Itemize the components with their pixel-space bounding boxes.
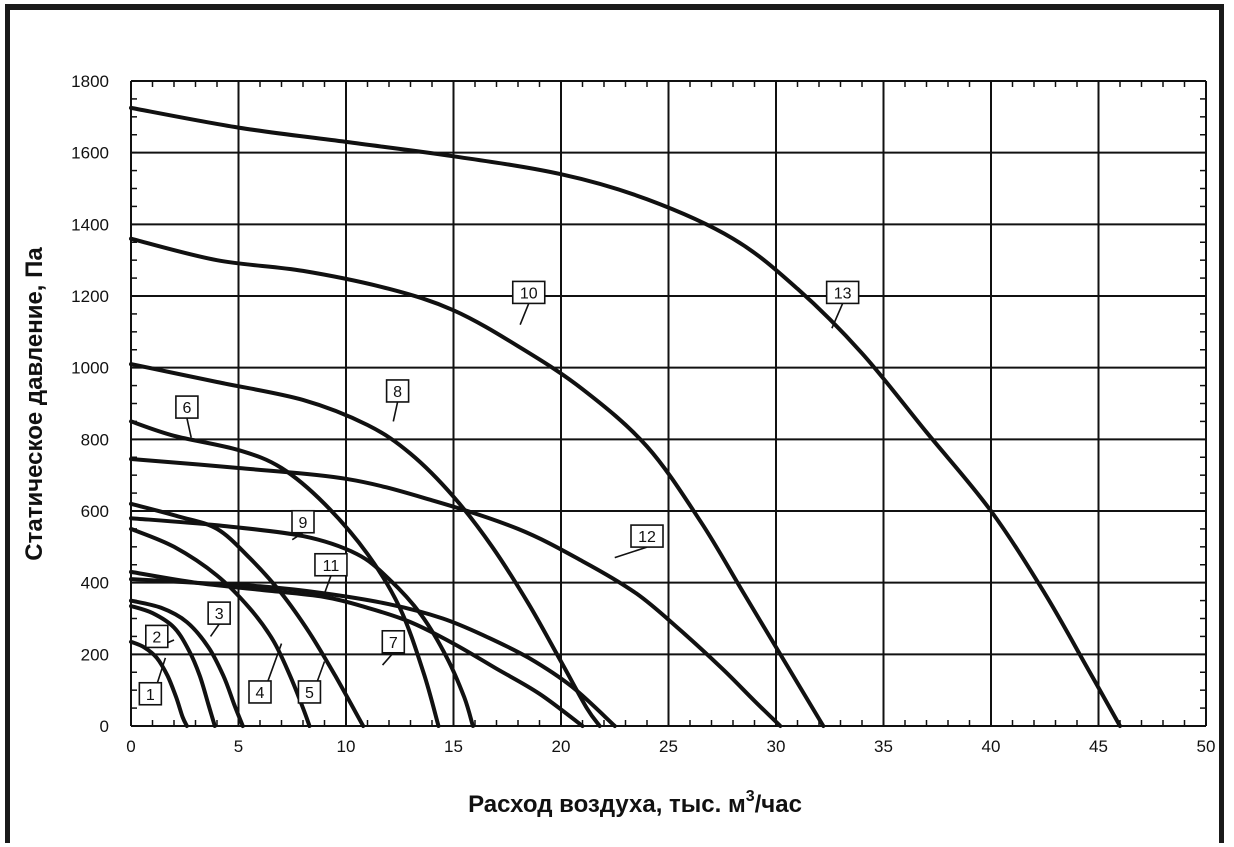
curve-10 <box>129 236 826 728</box>
x-axis-title: Расход воздуха, тыс. м3/час <box>468 788 802 818</box>
curve-label-text: 1 <box>146 687 155 704</box>
curve-label-leader <box>186 417 192 438</box>
curve-label-box <box>825 280 860 305</box>
curve-6 <box>129 419 441 728</box>
curve-label-leader <box>614 546 648 559</box>
curve-5 <box>129 501 366 728</box>
curve-label-2: 2 <box>145 624 175 649</box>
curve-label-text: 6 <box>182 400 191 417</box>
curve-label-leader <box>323 575 332 594</box>
curve-label-box <box>145 624 169 649</box>
curve-label-box <box>381 629 406 654</box>
curve-label-8: 8 <box>385 379 410 422</box>
curve-label-10: 10 <box>511 280 546 325</box>
curve-label-11: 11 <box>314 552 348 594</box>
curve-label-text: 8 <box>393 384 402 401</box>
curve-label-leader <box>831 303 844 329</box>
curve-label-leader <box>392 401 399 422</box>
x-tick-label: 15 <box>444 737 463 756</box>
curve-9 <box>129 516 475 728</box>
curve-label-7: 7 <box>381 629 406 666</box>
curve-label-3: 3 <box>207 601 231 637</box>
curve-label-box <box>248 680 272 704</box>
curve-label-box <box>138 681 163 706</box>
y-tick-label: 0 <box>100 717 109 736</box>
curve-label-4: 4 <box>248 643 283 704</box>
x-tick-label: 0 <box>126 737 135 756</box>
x-tick-label: 10 <box>337 737 356 756</box>
curve-label-leader <box>381 652 394 666</box>
curve-label-box <box>314 552 348 577</box>
axis-layer: 0 5 10 15 20 25 30 35 40 45 5002004006008001000120… <box>71 72 1215 756</box>
x-tick-label: 45 <box>1089 737 1108 756</box>
x-tick-label: 40 <box>982 737 1001 756</box>
curve-layer <box>129 105 1122 728</box>
curve-3 <box>129 598 245 728</box>
y-tick-label: 1600 <box>71 144 109 163</box>
curve-4 <box>129 526 312 728</box>
curve-label-text: 13 <box>834 285 852 302</box>
curve-label-box <box>630 524 664 548</box>
y-tick-label: 400 <box>81 574 109 593</box>
curve-label-text: 3 <box>215 606 224 623</box>
curve-label-box <box>297 680 322 704</box>
y-tick-label: 600 <box>81 502 109 521</box>
y-axis-title: Статическое давление, Па <box>21 247 48 561</box>
curve-label-text: 11 <box>323 558 340 575</box>
curve-label-5: 5 <box>297 661 326 704</box>
curve-label-box <box>207 601 231 625</box>
curve-label-text: 5 <box>305 685 314 702</box>
y-tick-label: 1000 <box>71 359 109 378</box>
x-tick-label: 5 <box>234 737 243 756</box>
curve-label-text: 7 <box>389 635 398 652</box>
x-tick-label: 50 <box>1197 737 1216 756</box>
curve-label-text: 4 <box>256 685 265 702</box>
curve-label-leader <box>209 623 220 637</box>
curve-label-text: 12 <box>638 529 656 546</box>
curve-1 <box>129 639 189 728</box>
x-tick-label: 30 <box>767 737 786 756</box>
curve-label-box <box>175 395 199 419</box>
curve-13 <box>129 105 1122 728</box>
curve-label-leader <box>519 303 530 325</box>
x-tick-label: 35 <box>874 737 893 756</box>
chart-frame <box>5 4 1224 843</box>
y-tick-label: 1200 <box>71 287 109 306</box>
curve-label-box <box>511 280 546 305</box>
curve-label-text: 10 <box>520 285 538 302</box>
curve-label-9: 9 <box>291 509 315 541</box>
y-tick-label: 200 <box>81 645 109 664</box>
curve-label-box <box>291 509 315 534</box>
grid-layer <box>130 80 1207 727</box>
curve-label-12: 12 <box>614 524 664 559</box>
curve-8 <box>129 362 602 728</box>
y-tick-label: 1800 <box>71 72 109 91</box>
x-tick-label: 25 <box>659 737 678 756</box>
curve-label-1: 1 <box>138 657 167 706</box>
curve-label-13: 13 <box>825 280 860 329</box>
y-tick-label: 800 <box>81 430 109 449</box>
curve-2 <box>129 604 217 728</box>
curve-label-leader <box>291 532 304 541</box>
curve-label-text: 2 <box>152 629 161 646</box>
curve-label-text: 9 <box>299 515 308 532</box>
curve-12 <box>129 457 783 728</box>
curve-11 <box>129 577 617 728</box>
curve-label-6: 6 <box>175 395 199 438</box>
y-tick-label: 1400 <box>71 215 109 234</box>
x-tick-label: 20 <box>552 737 571 756</box>
curve-label-box <box>385 379 410 403</box>
